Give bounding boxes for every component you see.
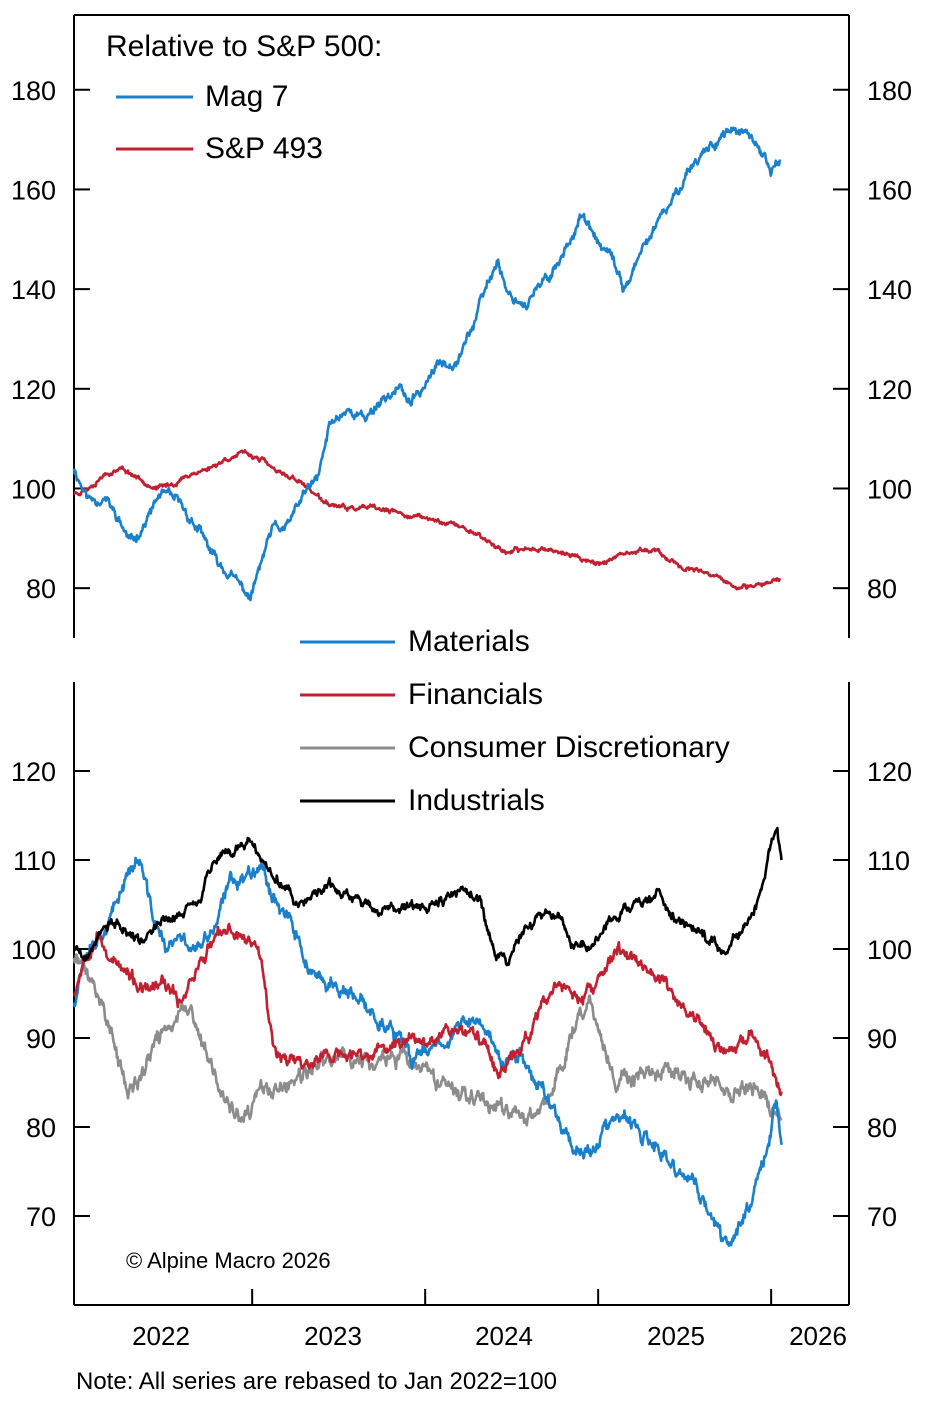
- series-line-consumer-discretionary: [72, 953, 783, 1127]
- year-label-2024: 2024: [475, 1321, 533, 1351]
- series-line-mag-7: [72, 126, 782, 602]
- bottom-ytick-label-left-100: 100: [11, 935, 56, 965]
- top-ytick-label-left-160: 160: [11, 175, 56, 205]
- bottom-ytick-label-left-120: 120: [11, 757, 56, 787]
- year-label-2026: 2026: [789, 1321, 847, 1351]
- legend-label-consumer-discretionary: Consumer Discretionary: [408, 731, 730, 764]
- top-ytick-label-left-140: 140: [11, 275, 56, 305]
- year-label-2023: 2023: [304, 1321, 362, 1351]
- bottom-ytick-label-right-80: 80: [867, 1113, 897, 1143]
- year-label-2022: 2022: [132, 1321, 190, 1351]
- top-ytick-label-right-180: 180: [867, 76, 912, 106]
- footnote: Note: All series are rebased to Jan 2022…: [76, 1368, 557, 1395]
- top-panel-series: [72, 126, 782, 602]
- legend-label-sp493: S&P 493: [205, 132, 323, 165]
- bottom-panel-series: [72, 826, 783, 1247]
- top-ytick-label-left-120: 120: [11, 375, 56, 405]
- bottom-ytick-label-right-100: 100: [867, 935, 912, 965]
- top-ytick-label-right-160: 160: [867, 175, 912, 205]
- top-ytick-label-left-100: 100: [11, 474, 56, 504]
- top-legend-title: Relative to S&P 500:: [106, 30, 382, 63]
- bottom-ytick-label-right-90: 90: [867, 1024, 897, 1054]
- bottom-panel-ticks: 120 120 110 110 100 100 90 90 80 80 70 70: [11, 757, 912, 1305]
- legend-label-materials: Materials: [408, 625, 530, 658]
- legend-label-industrials: Industrials: [408, 784, 545, 817]
- top-panel-ticks: 180 180 160 160 140 140 120 120 100 100 80 80: [11, 76, 912, 604]
- legend-label-financials: Financials: [408, 678, 543, 711]
- copyright-text: © Alpine Macro 2026: [126, 1248, 331, 1273]
- bottom-ytick-label-left-80: 80: [26, 1113, 56, 1143]
- top-ytick-label-right-140: 140: [867, 275, 912, 305]
- bottom-ytick-label-left-90: 90: [26, 1024, 56, 1054]
- x-axis-year-labels: 2022 2023 2024 2025 2026: [132, 1321, 847, 1351]
- top-ytick-label-left-80: 80: [26, 574, 56, 604]
- bottom-ytick-label-right-110: 110: [867, 846, 910, 876]
- series-line-industrials: [72, 826, 783, 967]
- top-ytick-label-right-120: 120: [867, 375, 912, 405]
- series-line-s-p-493: [73, 449, 782, 591]
- legend-label-mag7: Mag 7: [205, 80, 288, 113]
- bottom-ytick-label-left-110: 110: [13, 846, 56, 876]
- top-ytick-label-right-80: 80: [867, 574, 897, 604]
- bottom-ytick-label-right-120: 120: [867, 757, 912, 787]
- top-ytick-label-left-180: 180: [11, 76, 56, 106]
- year-label-2025: 2025: [647, 1321, 705, 1351]
- top-ytick-label-right-100: 100: [867, 474, 912, 504]
- series-line-financials: [72, 922, 783, 1097]
- bottom-ytick-label-left-70: 70: [26, 1202, 56, 1232]
- series-line-materials: [72, 856, 783, 1247]
- bottom-ytick-label-right-70: 70: [867, 1202, 897, 1232]
